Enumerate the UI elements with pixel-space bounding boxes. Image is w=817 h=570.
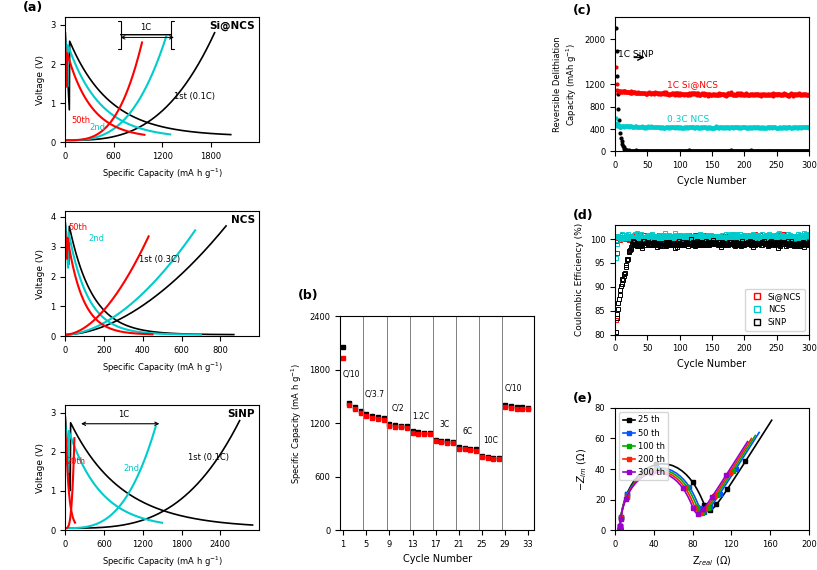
300 th [615,526,625,532]
Text: 2nd: 2nd [88,234,105,243]
25 th [663,461,672,467]
100 th [615,526,625,533]
Text: 0.3C NCS: 0.3C NCS [667,115,709,124]
X-axis label: Cycle Number: Cycle Number [403,555,471,564]
Text: (a): (a) [23,1,43,14]
100 th [701,506,711,513]
X-axis label: Specific Capacity (mA h g$^{-1}$): Specific Capacity (mA h g$^{-1}$) [101,360,223,375]
Text: C/3.7: C/3.7 [365,389,385,398]
50 th [696,507,706,514]
Text: NCS: NCS [231,215,255,225]
25 th [615,527,625,534]
50 th [615,525,625,532]
X-axis label: Specific Capacity (mA h g$^{-1}$): Specific Capacity (mA h g$^{-1}$) [101,166,223,181]
Text: 1st (0.1C): 1st (0.1C) [188,453,229,462]
X-axis label: Z$_{real}$ ($\Omega$): Z$_{real}$ ($\Omega$) [692,555,732,568]
200 th [659,468,668,475]
25 th [710,503,720,510]
Text: (e): (e) [573,392,593,405]
Y-axis label: Specific Capacity (mA h g$^{-1}$): Specific Capacity (mA h g$^{-1}$) [289,363,304,484]
50 th [739,452,749,459]
25 th [750,443,760,450]
Text: (c): (c) [573,5,592,18]
Legend: 25 th, 50 th, 100 th, 200 th, 300 th: 25 th, 50 th, 100 th, 200 th, 300 th [619,412,668,481]
Text: 2nd: 2nd [123,465,140,474]
200 th [615,527,625,534]
Text: 1st (0.1C): 1st (0.1C) [174,92,215,101]
Text: Si@NCS: Si@NCS [209,21,255,31]
Text: 2nd: 2nd [90,124,105,132]
Text: C/10: C/10 [343,370,360,378]
Text: (d): (d) [573,209,593,222]
Text: 1C SiNP: 1C SiNP [618,50,654,59]
200 th [699,507,708,514]
Text: 1C Si@NCS: 1C Si@NCS [667,80,718,89]
Text: 1C: 1C [141,23,152,31]
300 th [615,526,625,533]
Line: 100 th: 100 th [618,434,757,532]
100 th [694,507,703,514]
Y-axis label: Voltage (V): Voltage (V) [36,249,45,299]
50 th [754,429,764,436]
Text: 3C: 3C [440,421,449,429]
Y-axis label: Coulombic Efficiency (%): Coulombic Efficiency (%) [575,223,584,336]
50 th [615,526,625,533]
Line: 25 th: 25 th [618,418,774,532]
Y-axis label: Reversible Delithiation
Capacity (mAh g$^{-1}$): Reversible Delithiation Capacity (mAh g$… [553,36,579,132]
Text: SiNP: SiNP [228,409,255,419]
25 th [701,504,711,511]
Text: (b): (b) [297,289,319,302]
Text: 1.2C: 1.2C [413,412,430,421]
Text: 6C: 6C [462,427,472,435]
Line: 50 th: 50 th [618,431,761,532]
25 th [615,526,625,533]
300 th [615,527,625,534]
200 th [733,457,743,463]
200 th [692,507,702,514]
Y-axis label: $-Z_{im}$ ($\Omega$): $-Z_{im}$ ($\Omega$) [576,447,589,491]
Text: C/2: C/2 [392,404,404,413]
200 th [615,526,625,533]
300 th [690,507,699,514]
Line: 300 th: 300 th [618,440,749,532]
100 th [750,432,760,439]
100 th [615,525,625,532]
Text: 50th: 50th [69,223,87,233]
Legend: Si@NCS, NCS, SiNP: Si@NCS, NCS, SiNP [745,288,805,331]
100 th [736,454,746,461]
50 th [615,527,625,534]
300 th [697,508,707,515]
Text: 20th: 20th [66,457,85,466]
Y-axis label: Voltage (V): Voltage (V) [36,442,45,492]
X-axis label: Cycle Number: Cycle Number [677,176,747,186]
300 th [743,438,752,445]
Line: 200 th: 200 th [618,437,753,532]
100 th [615,527,625,534]
100 th [659,466,668,473]
200 th [747,435,757,442]
200 th [615,525,625,532]
25 th [767,417,777,424]
X-axis label: Cycle Number: Cycle Number [677,359,747,369]
50 th [662,465,672,472]
Text: C/10: C/10 [505,383,522,392]
Text: 10C: 10C [483,436,498,445]
300 th [656,469,666,476]
50 th [703,506,713,513]
Y-axis label: Voltage (V): Voltage (V) [36,55,45,105]
25 th [615,525,625,532]
Text: 50th: 50th [72,116,91,125]
Text: 1st (0.3C): 1st (0.3C) [139,255,180,264]
300 th [730,459,739,466]
Text: 1C: 1C [118,410,129,420]
X-axis label: Specific Capacity (mA h g$^{-1}$): Specific Capacity (mA h g$^{-1}$) [101,555,223,569]
